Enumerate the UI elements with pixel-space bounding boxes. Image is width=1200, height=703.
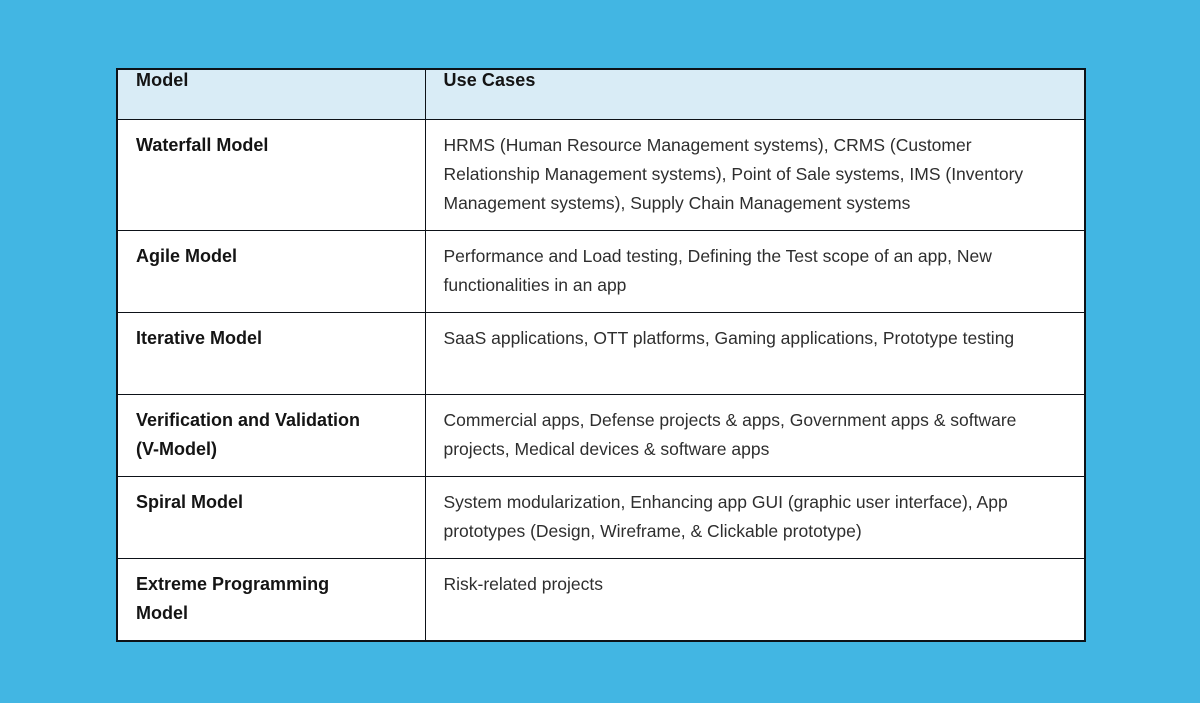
use-cases-extreme-programming: Risk-related projects xyxy=(424,557,1086,641)
model-name-agile: Agile Model xyxy=(116,229,426,313)
column-header-model: Model xyxy=(116,68,426,120)
use-cases-agile: Performance and Load testing, Defining t… xyxy=(424,229,1086,313)
table-row: Iterative Model SaaS applications, OTT p… xyxy=(116,311,1086,395)
use-cases-iterative: SaaS applications, OTT platforms, Gaming… xyxy=(424,311,1086,395)
use-cases-waterfall: HRMS (Human Resource Management systems)… xyxy=(424,118,1086,231)
table-body: Waterfall Model HRMS (Human Resource Man… xyxy=(116,118,1086,641)
column-header-use-cases: Use Cases xyxy=(424,68,1086,120)
model-name-spiral: Spiral Model xyxy=(116,475,426,559)
header-row: Model Use Cases xyxy=(116,68,1086,120)
table-row: Agile Model Performance and Load testing… xyxy=(116,229,1086,313)
model-name-waterfall: Waterfall Model xyxy=(116,118,426,231)
model-name-v-model: Verification and Validation (V-Model) xyxy=(116,393,426,477)
table-header: Model Use Cases xyxy=(116,68,1086,120)
table-row: Extreme Programming Model Risk-related p… xyxy=(116,557,1086,641)
sdlc-models-table: Model Use Cases Waterfall Model HRMS (Hu… xyxy=(116,68,1086,642)
model-name-iterative: Iterative Model xyxy=(116,311,426,395)
table-row: Spiral Model System modularization, Enha… xyxy=(116,475,1086,559)
table-row: Verification and Validation (V-Model) Co… xyxy=(116,393,1086,477)
model-name-extreme-programming: Extreme Programming Model xyxy=(116,557,426,641)
use-cases-spiral: System modularization, Enhancing app GUI… xyxy=(424,475,1086,559)
table-row: Waterfall Model HRMS (Human Resource Man… xyxy=(116,118,1086,231)
use-cases-v-model: Commercial apps, Defense projects & apps… xyxy=(424,393,1086,477)
